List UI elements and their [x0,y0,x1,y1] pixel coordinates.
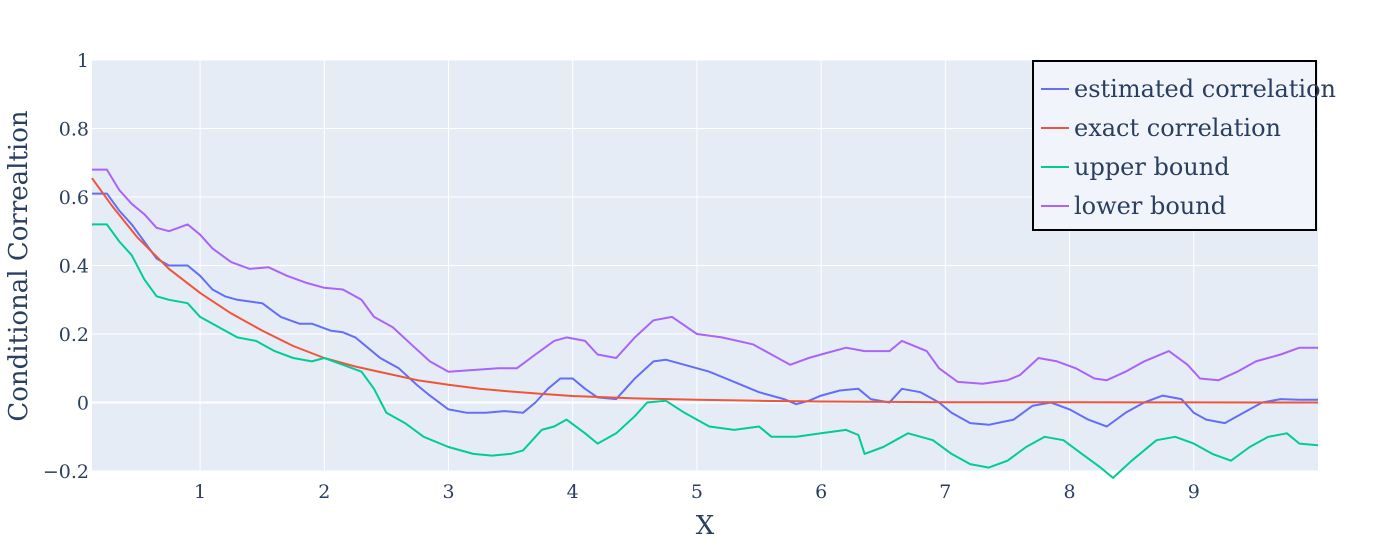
series-line-lower-bound [92,168,1318,385]
x-tick-label: 9 [1188,481,1200,503]
y-tick-label: 0.2 [59,324,89,346]
y-tick-label: −0.2 [43,461,89,483]
legend-label-upper-bound: upper bound [1074,153,1230,181]
series-line-estimated-correlation [92,192,1318,428]
y-tick-label: 0.4 [59,256,89,278]
x-axis-title: X [696,511,715,541]
series-line-exact-correlation [91,177,1319,404]
x-tick-label: 6 [815,481,827,503]
x-tick-label: 7 [939,481,951,503]
x-tick-label: 3 [442,481,454,503]
x-axis-ticks: 1 2 3 4 5 6 7 8 9 [194,481,1200,503]
y-tick-label: 0.6 [59,187,89,209]
y-tick-label: 0 [77,393,89,415]
x-tick-label: 2 [318,481,330,503]
series-lines [91,168,1319,479]
x-tick-label: 5 [691,481,703,503]
y-tick-label: 0.8 [59,119,89,141]
legend-label-estimated-correlation: estimated correlation [1074,75,1336,103]
x-tick-label: 1 [194,481,206,503]
y-axis-ticks: −0.2 0 0.2 0.4 0.6 0.8 1 [43,50,89,483]
legend: estimated correlation exact correlation up… [1032,60,1336,231]
legend-box [1032,60,1317,231]
legend-label-lower-bound: lower bound [1074,192,1226,220]
x-tick-label: 8 [1064,481,1076,503]
x-tick-label: 4 [567,481,579,503]
y-tick-label: 1 [77,50,89,72]
y-axis-title: Conditional Correaltion [4,110,34,422]
series-line-upper-bound [92,223,1319,479]
legend-label-exact-correlation: exact correlation [1074,114,1281,142]
